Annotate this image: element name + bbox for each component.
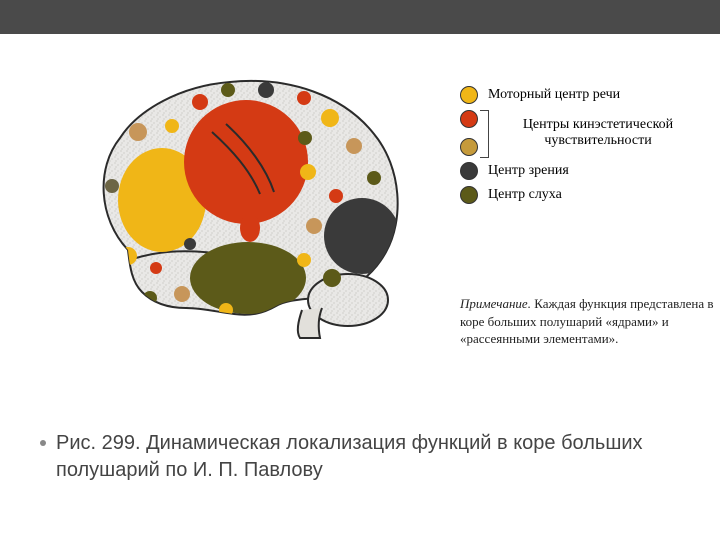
bullet-icon <box>40 440 46 446</box>
caption-text: Рис. 299. Динамическая локализация функц… <box>56 432 643 481</box>
swatch-vision <box>460 162 478 180</box>
note-prefix: Примечание. <box>460 296 531 311</box>
legend-item-motor: Моторный центр речи <box>460 86 690 104</box>
swatch-kin-b <box>460 138 478 156</box>
figure-caption: Рис. 299. Динамическая локализация функц… <box>56 430 676 484</box>
brace-icon <box>480 110 489 158</box>
swatch-hearing <box>460 186 478 204</box>
legend-label: Центры кинэстетической чувствительности <box>506 117 690 149</box>
legend: Моторный центр речи Центры кинэстетическ… <box>460 86 690 210</box>
legend-item-hearing: Центр слуха <box>460 186 690 204</box>
swatch-group-kinesthetic <box>460 110 478 156</box>
figure-container: Моторный центр речи Центры кинэстетическ… <box>90 50 670 385</box>
swatch-kin-a <box>460 110 478 128</box>
legend-item-kinesthetic: Центры кинэстетической чувствительности <box>460 110 690 156</box>
legend-label: Центр слуха <box>488 187 562 203</box>
legend-item-vision: Центр зрения <box>460 162 690 180</box>
legend-label: Моторный центр речи <box>488 87 620 103</box>
top-bar <box>0 0 720 34</box>
legend-label: Центр зрения <box>488 163 569 179</box>
slide: Моторный центр речи Центры кинэстетическ… <box>0 0 720 540</box>
swatch-motor <box>460 86 478 104</box>
figure-note: Примечание. Каждая функция представлена … <box>460 295 720 348</box>
brain-diagram <box>90 60 410 340</box>
